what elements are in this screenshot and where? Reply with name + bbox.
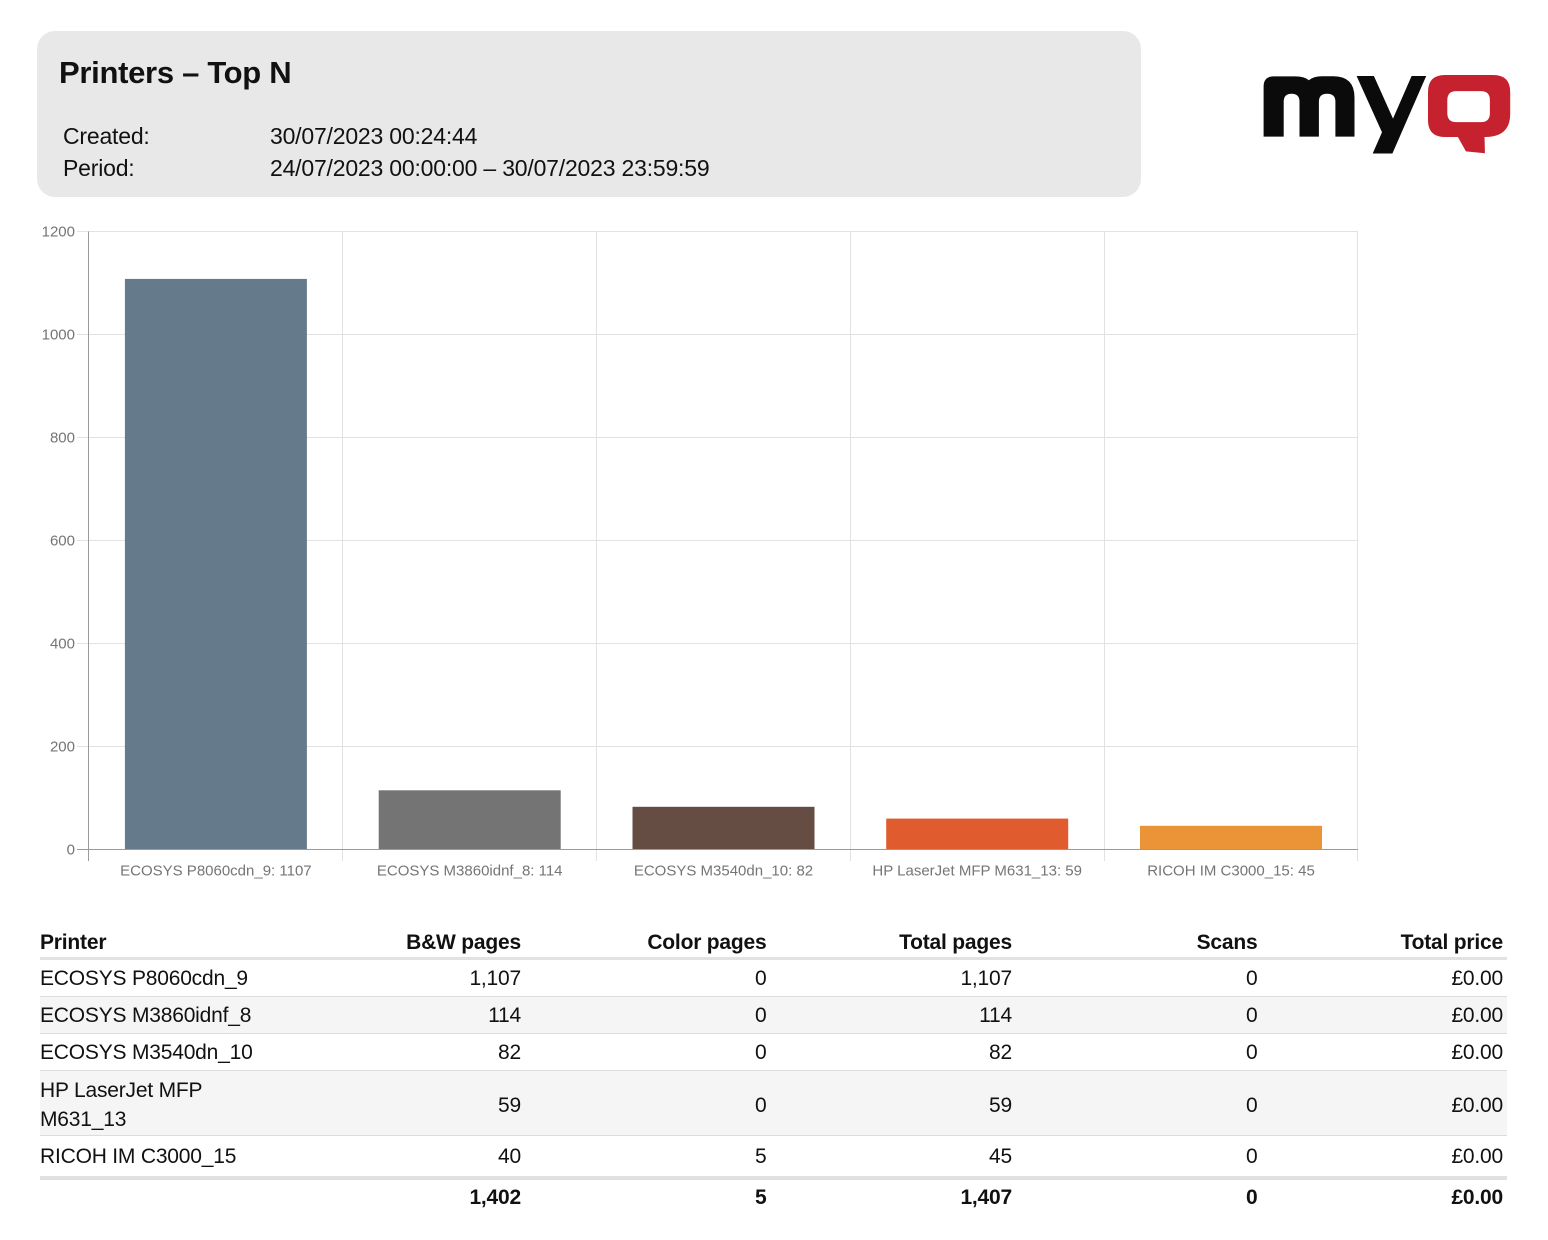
svg-text:200: 200 <box>50 739 75 756</box>
svg-text:1200: 1200 <box>42 224 75 241</box>
svg-text:HP LaserJet MFP M631_13: 59: HP LaserJet MFP M631_13: 59 <box>872 863 1082 880</box>
svg-text:400: 400 <box>50 636 75 653</box>
svg-text:600: 600 <box>50 533 75 550</box>
svg-text:0: 0 <box>67 842 75 859</box>
svg-text:RICOH IM C3000_15: 45: RICOH IM C3000_15: 45 <box>1147 863 1315 880</box>
svg-text:800: 800 <box>50 430 75 447</box>
svg-text:ECOSYS M3860idnf_8: 114: ECOSYS M3860idnf_8: 114 <box>377 863 563 880</box>
svg-text:ECOSYS P8060cdn_9: 1107: ECOSYS P8060cdn_9: 1107 <box>120 863 312 880</box>
svg-text:ECOSYS M3540dn_10: 82: ECOSYS M3540dn_10: 82 <box>634 863 813 880</box>
svg-text:1000: 1000 <box>42 327 75 344</box>
